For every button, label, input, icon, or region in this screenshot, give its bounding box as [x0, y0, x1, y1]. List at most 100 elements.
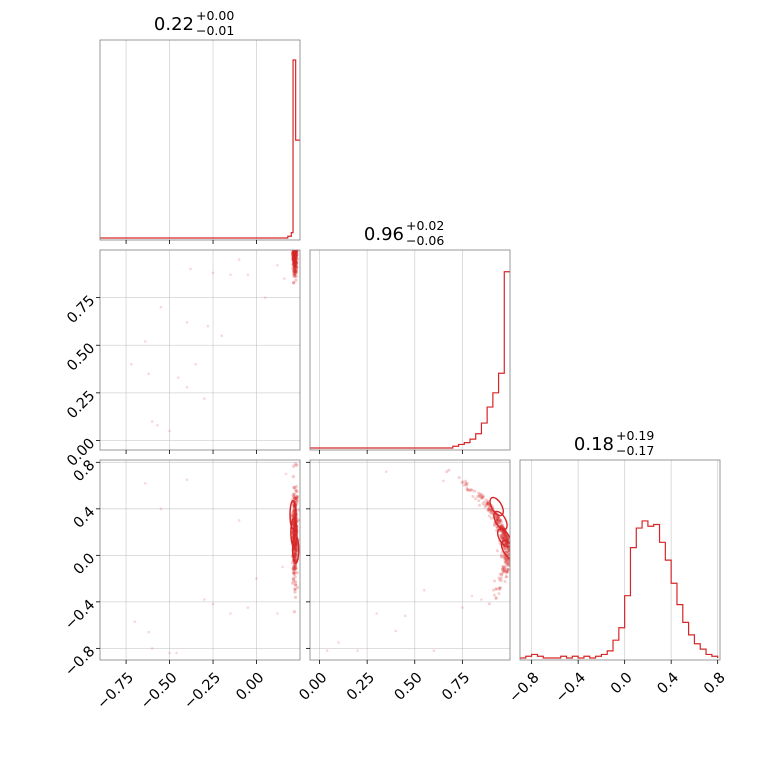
svg-text:0.22: 0.22 — [154, 14, 194, 35]
sample-point — [211, 602, 215, 606]
histogram-2 — [520, 520, 719, 659]
sample-point — [185, 385, 189, 389]
sample-point — [143, 340, 147, 343]
x-tick-label: 0.75 — [439, 670, 473, 704]
y-tick-label: 0.25 — [64, 388, 98, 422]
panel-frame — [99, 459, 301, 661]
sample-point — [229, 612, 232, 615]
panel-1-0: 0.000.250.500.75 — [64, 249, 301, 470]
x-tick-label: 0.50 — [392, 670, 426, 704]
y-tick-label: −0.4 — [62, 597, 98, 633]
x-tick-label: 0.8 — [701, 670, 729, 698]
sample-point — [276, 263, 279, 267]
panel-0-0: 0.22 +0.00−0.01 — [99, 8, 301, 244]
sample-point — [384, 470, 388, 473]
sample-point — [175, 651, 178, 655]
sample-point — [255, 577, 258, 580]
sample-point — [263, 296, 267, 299]
sample-point — [185, 478, 189, 482]
sample-point — [150, 647, 154, 650]
histogram-title-1: 0.96 +0.02−0.06 — [364, 218, 444, 248]
y-tick-label: 0.50 — [64, 340, 98, 374]
panel-2-2: −0.8 −0.4 0.0 0.4 0.8 0.18 +0.19−0.17 — [506, 428, 728, 706]
y-tick-label: 0.75 — [64, 293, 98, 327]
sample-point — [432, 649, 436, 652]
sample-point — [194, 362, 197, 366]
sample-point — [150, 420, 154, 423]
x-tick-label: 0.00 — [233, 670, 267, 704]
density-region — [289, 462, 300, 614]
x-tick-label: 0.25 — [344, 670, 378, 704]
panel-2-1: 0.00 0.25 0.50 0.75 — [296, 459, 511, 704]
sample-point — [168, 651, 171, 655]
sample-point — [203, 397, 206, 400]
sample-point — [442, 479, 445, 483]
sample-point — [176, 376, 180, 379]
density-region — [445, 468, 510, 606]
panel-frame — [99, 249, 301, 451]
sample-point — [203, 598, 206, 601]
x-tick-label: −0.50 — [138, 670, 181, 713]
histogram-1 — [310, 271, 510, 449]
histogram-0 — [100, 59, 300, 239]
x-tick-label: −0.75 — [94, 670, 137, 713]
sample-point — [325, 649, 329, 652]
sample-point — [375, 612, 378, 615]
panel-1-1: 0.96 +0.02−0.06 — [309, 218, 511, 454]
sample-point — [147, 372, 150, 376]
sample-point — [246, 606, 250, 609]
sample-point — [159, 507, 163, 511]
sample-point — [284, 472, 288, 476]
sample-point — [394, 629, 398, 633]
panel-frame — [519, 459, 721, 661]
histogram-title-0: 0.22 +0.00−0.01 — [154, 8, 234, 38]
y-tick-label: 0.4 — [71, 504, 99, 532]
x-tick-label: −0.4 — [553, 670, 589, 706]
x-tick-label: 0.00 — [296, 670, 330, 704]
sample-point — [276, 612, 279, 615]
svg-text:−0.17: −0.17 — [616, 443, 654, 458]
sample-point — [281, 565, 284, 569]
sample-point — [461, 606, 464, 609]
sample-point — [211, 271, 215, 275]
sample-point — [283, 277, 286, 280]
svg-text:+0.02: +0.02 — [406, 218, 444, 233]
x-tick-label: 0.4 — [655, 670, 683, 698]
sample-point — [189, 267, 192, 271]
svg-text:−0.01: −0.01 — [196, 23, 234, 38]
x-tick-label: 0.0 — [608, 670, 636, 698]
x-tick-label: −0.8 — [506, 670, 542, 706]
y-tick-label: −0.8 — [62, 643, 98, 679]
panel-frame — [309, 459, 511, 661]
density-region — [290, 250, 300, 285]
svg-text:+0.19: +0.19 — [616, 428, 654, 443]
sample-point — [337, 641, 340, 644]
panel-frame — [99, 39, 301, 241]
svg-text:+0.00: +0.00 — [196, 8, 234, 23]
sample-point — [147, 630, 150, 634]
sample-point — [143, 481, 147, 485]
sample-point — [133, 620, 137, 623]
svg-text:0.96: 0.96 — [364, 224, 404, 245]
histogram-title-2: 0.18 +0.19−0.17 — [574, 428, 654, 458]
sample-point — [480, 598, 483, 601]
sample-point — [470, 594, 474, 598]
sample-point — [220, 334, 224, 338]
svg-text:−0.06: −0.06 — [406, 233, 444, 248]
panel-2-0: −0.75 −0.50 −0.25 0.00−0.8−0.40.00.40.8 — [62, 457, 301, 713]
x-tick-label: −0.25 — [181, 670, 224, 713]
svg-text:0.18: 0.18 — [574, 434, 614, 455]
sample-point — [403, 614, 407, 618]
sample-point — [422, 588, 426, 592]
sample-point — [237, 519, 241, 522]
sample-point — [185, 321, 189, 324]
sample-point — [229, 273, 232, 277]
sample-point — [356, 649, 359, 652]
y-tick-label: 0.0 — [71, 550, 99, 578]
sample-point — [130, 362, 133, 366]
sample-point — [206, 324, 210, 328]
sample-point — [237, 258, 241, 261]
panel-frame — [309, 249, 511, 451]
sample-point — [246, 273, 250, 277]
